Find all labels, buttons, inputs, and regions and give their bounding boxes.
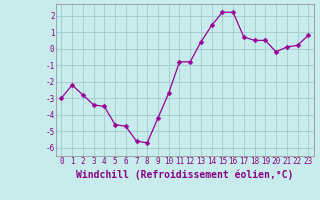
X-axis label: Windchill (Refroidissement éolien,°C): Windchill (Refroidissement éolien,°C) bbox=[76, 169, 293, 180]
